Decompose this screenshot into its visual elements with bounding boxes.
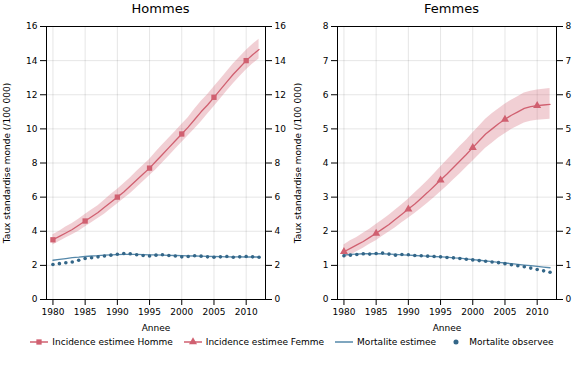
html-text:Mortalite estimee: Mortalite estimee <box>357 337 437 347</box>
html-text:Femmes: Femmes <box>424 1 479 16</box>
svg-text:6: 6 <box>32 192 38 202</box>
svg-text:8: 8 <box>32 158 38 168</box>
svg-text:8: 8 <box>275 158 281 168</box>
svg-text:8: 8 <box>566 21 572 31</box>
svg-text:1990: 1990 <box>397 307 420 317</box>
svg-text:4: 4 <box>32 226 38 236</box>
svg-text:14: 14 <box>275 56 287 66</box>
svg-text:1985: 1985 <box>74 307 97 317</box>
svg-text:2005: 2005 <box>494 307 517 317</box>
svg-text:Taux standardise monde (/100 0: Taux standardise monde (/100 000) <box>293 83 303 244</box>
svg-text:2: 2 <box>566 226 572 236</box>
svg-text:10: 10 <box>26 124 38 134</box>
svg-text:1980: 1980 <box>332 307 355 317</box>
svg-text:4: 4 <box>566 158 572 168</box>
svg-text:Annee: Annee <box>433 323 462 333</box>
svg-text:1995: 1995 <box>138 307 161 317</box>
svg-text:1990: 1990 <box>106 307 129 317</box>
svg-text:3: 3 <box>566 192 572 202</box>
svg-text:5: 5 <box>323 124 329 134</box>
svg-text:1985: 1985 <box>365 307 388 317</box>
svg-text:7: 7 <box>323 56 329 66</box>
svg-text:1: 1 <box>566 260 572 270</box>
svg-text:1: 1 <box>323 260 329 270</box>
html-text:Incidence estimee Homme: Incidence estimee Homme <box>52 337 173 347</box>
html-text:Incidence estimee Femme: Incidence estimee Femme <box>205 337 325 347</box>
svg-text:5: 5 <box>566 124 572 134</box>
svg-text:8: 8 <box>323 21 329 31</box>
svg-text:4: 4 <box>275 226 281 236</box>
svg-text:6: 6 <box>275 192 281 202</box>
svg-text:3: 3 <box>323 192 329 202</box>
svg-text:12: 12 <box>26 90 37 100</box>
svg-text:14: 14 <box>26 56 38 66</box>
svg-text:6: 6 <box>323 90 329 100</box>
svg-text:12: 12 <box>275 90 286 100</box>
html-text:Mortalite observee: Mortalite observee <box>469 337 554 347</box>
svg-text:2: 2 <box>323 226 329 236</box>
svg-text:7: 7 <box>566 56 572 66</box>
svg-text:2005: 2005 <box>203 307 226 317</box>
svg-text:4: 4 <box>323 158 329 168</box>
svg-text:1980: 1980 <box>41 307 64 317</box>
svg-text:Annee: Annee <box>142 323 171 333</box>
svg-text:2000: 2000 <box>170 307 193 317</box>
svg-text:0: 0 <box>32 294 38 304</box>
svg-text:2000: 2000 <box>461 307 484 317</box>
svg-text:16: 16 <box>275 21 287 31</box>
svg-text:Taux standardise monde (/100 0: Taux standardise monde (/100 000) <box>2 83 12 244</box>
svg-text:2010: 2010 <box>526 307 549 317</box>
svg-text:2010: 2010 <box>235 307 258 317</box>
svg-text:0: 0 <box>275 294 281 304</box>
svg-text:0: 0 <box>323 294 329 304</box>
svg-text:2: 2 <box>275 260 281 270</box>
svg-text:6: 6 <box>566 90 572 100</box>
svg-text:1995: 1995 <box>429 307 452 317</box>
html-text:Hommes: Hommes <box>131 1 190 16</box>
svg-text:2: 2 <box>32 260 38 270</box>
svg-text:16: 16 <box>26 21 38 31</box>
svg-text:10: 10 <box>275 124 287 134</box>
svg-text:0: 0 <box>566 294 572 304</box>
